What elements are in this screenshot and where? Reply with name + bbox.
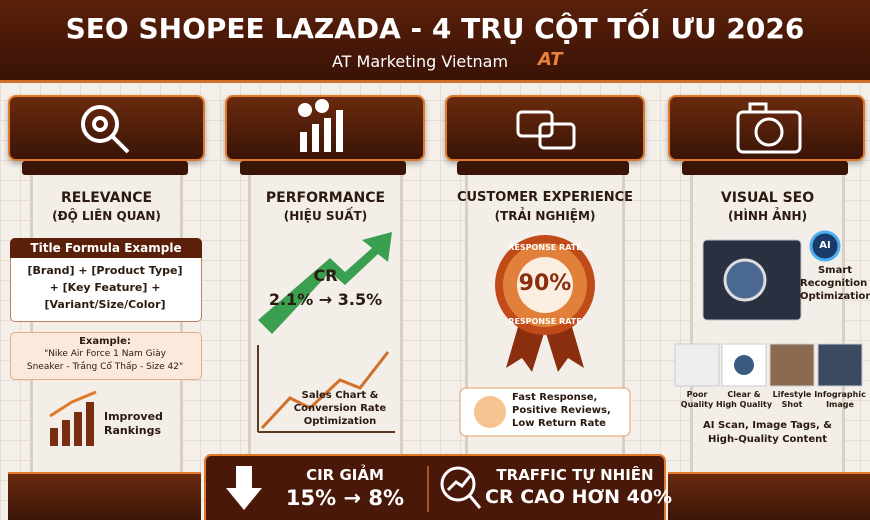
badge-bottom: RESPONSE RATE	[508, 317, 582, 326]
face-icon	[474, 396, 506, 428]
thumb-label: High Quality	[716, 400, 773, 409]
thumb-label: Clear &	[727, 390, 761, 399]
thumb-label: Image	[826, 400, 854, 409]
rankings-icon	[49, 390, 97, 446]
footer-right-title: TRAFFIC TỰ NHIÊN	[496, 466, 654, 484]
thumb-label: Poor	[686, 390, 708, 399]
thumb-label: Quality	[680, 400, 714, 409]
summary-line: AI Scan, Image Tags, &	[703, 420, 832, 431]
formula-line: [Variant/Size/Color]	[44, 298, 166, 311]
footer-left-value: 15% → 8%	[285, 486, 405, 510]
watch-image	[723, 258, 767, 302]
camera-icon	[736, 102, 802, 154]
chat-icon	[516, 110, 576, 150]
money-chart-icon	[298, 99, 343, 152]
chart-caption: Conversion Rate	[293, 403, 387, 414]
ai-eye	[809, 230, 841, 262]
title: SEO SHOPEE LAZADA - 4 TRỤ CỘT TỐI ƯU 202…	[65, 12, 805, 45]
pillar-subtitle: (HÌNH ẢNH)	[727, 209, 808, 223]
formula-line: [Brand] + [Product Type]	[27, 264, 183, 277]
result-line: Improved	[104, 410, 163, 423]
ai-label: AI	[819, 240, 831, 251]
pillar-title: VISUAL SEO	[720, 190, 815, 206]
response-badge	[495, 235, 595, 372]
logo: AT	[538, 49, 563, 70]
note-line: Fast Response,	[512, 392, 598, 403]
note-line: Positive Reviews,	[512, 405, 611, 416]
header	[0, 0, 870, 83]
pillar-base	[668, 472, 870, 520]
footer-right-value: CR CAO HƠN 40%	[485, 486, 673, 508]
box-title: Title Formula Example	[10, 238, 202, 258]
pillar-subtitle: (HIỆU SUẤT)	[283, 209, 368, 223]
ai-caption: Optimization	[800, 291, 870, 302]
result-line: Rankings	[104, 424, 162, 437]
pillar-title: PERFORMANCE	[265, 190, 386, 206]
badge-value: 90%	[518, 271, 572, 296]
pillar-title: RELEVANCE	[60, 190, 153, 206]
thumb-label: Shot	[781, 400, 803, 409]
example-line: Sneaker - Trắng Cổ Thấp - Size 42"	[26, 362, 184, 372]
note-box	[459, 387, 631, 437]
subtitle: AT Marketing Vietnam	[331, 52, 509, 71]
down-arrow-icon	[226, 466, 262, 510]
example-line: "Nike Air Force 1 Nam Giày	[44, 349, 166, 359]
formula-line: + [Key Feature] +	[49, 281, 161, 294]
ai-caption: Smart	[817, 265, 853, 276]
pillar-neck	[457, 161, 629, 175]
thumb-label: Infographic	[814, 390, 866, 399]
thumb-label: Lifestyle	[772, 390, 812, 399]
pillar-base	[8, 472, 201, 520]
footer-banner	[204, 454, 666, 520]
sales-chart	[257, 345, 395, 433]
metric-label: CR	[313, 266, 338, 285]
example-label: Example:	[79, 336, 131, 347]
example-box	[10, 332, 202, 380]
metric: 2.1% → 3.5%	[268, 290, 383, 309]
pillar-subtitle: (TRẢI NGHIỆM)	[494, 209, 596, 223]
pillar-body	[690, 174, 845, 474]
growth-arrow	[258, 232, 392, 334]
pillar-title: CUSTOMER EXPERIENCE	[456, 190, 634, 205]
thumbnails	[674, 343, 863, 387]
pillar-neck	[22, 161, 188, 175]
gear-search-icon	[81, 105, 130, 154]
ai-caption: Recognition &	[800, 278, 870, 289]
chart-caption: Sales Chart &	[301, 390, 379, 401]
traffic-icon	[440, 466, 482, 509]
pillar-subtitle: (ĐỘ LIÊN QUAN)	[52, 209, 161, 223]
pillar-neck	[240, 161, 406, 175]
pillar-body	[30, 174, 183, 474]
summary-line: High-Quality Content	[707, 434, 828, 445]
note-line: Low Return Rate	[512, 418, 606, 429]
badge-top: RESPONSE RATE	[508, 243, 582, 252]
pillar-capital	[668, 95, 865, 161]
chart-caption: Optimization	[303, 416, 377, 427]
footer-left-title: CIR GIẢM	[306, 466, 384, 484]
pillar-capital	[445, 95, 645, 161]
pillar-neck	[682, 161, 848, 175]
